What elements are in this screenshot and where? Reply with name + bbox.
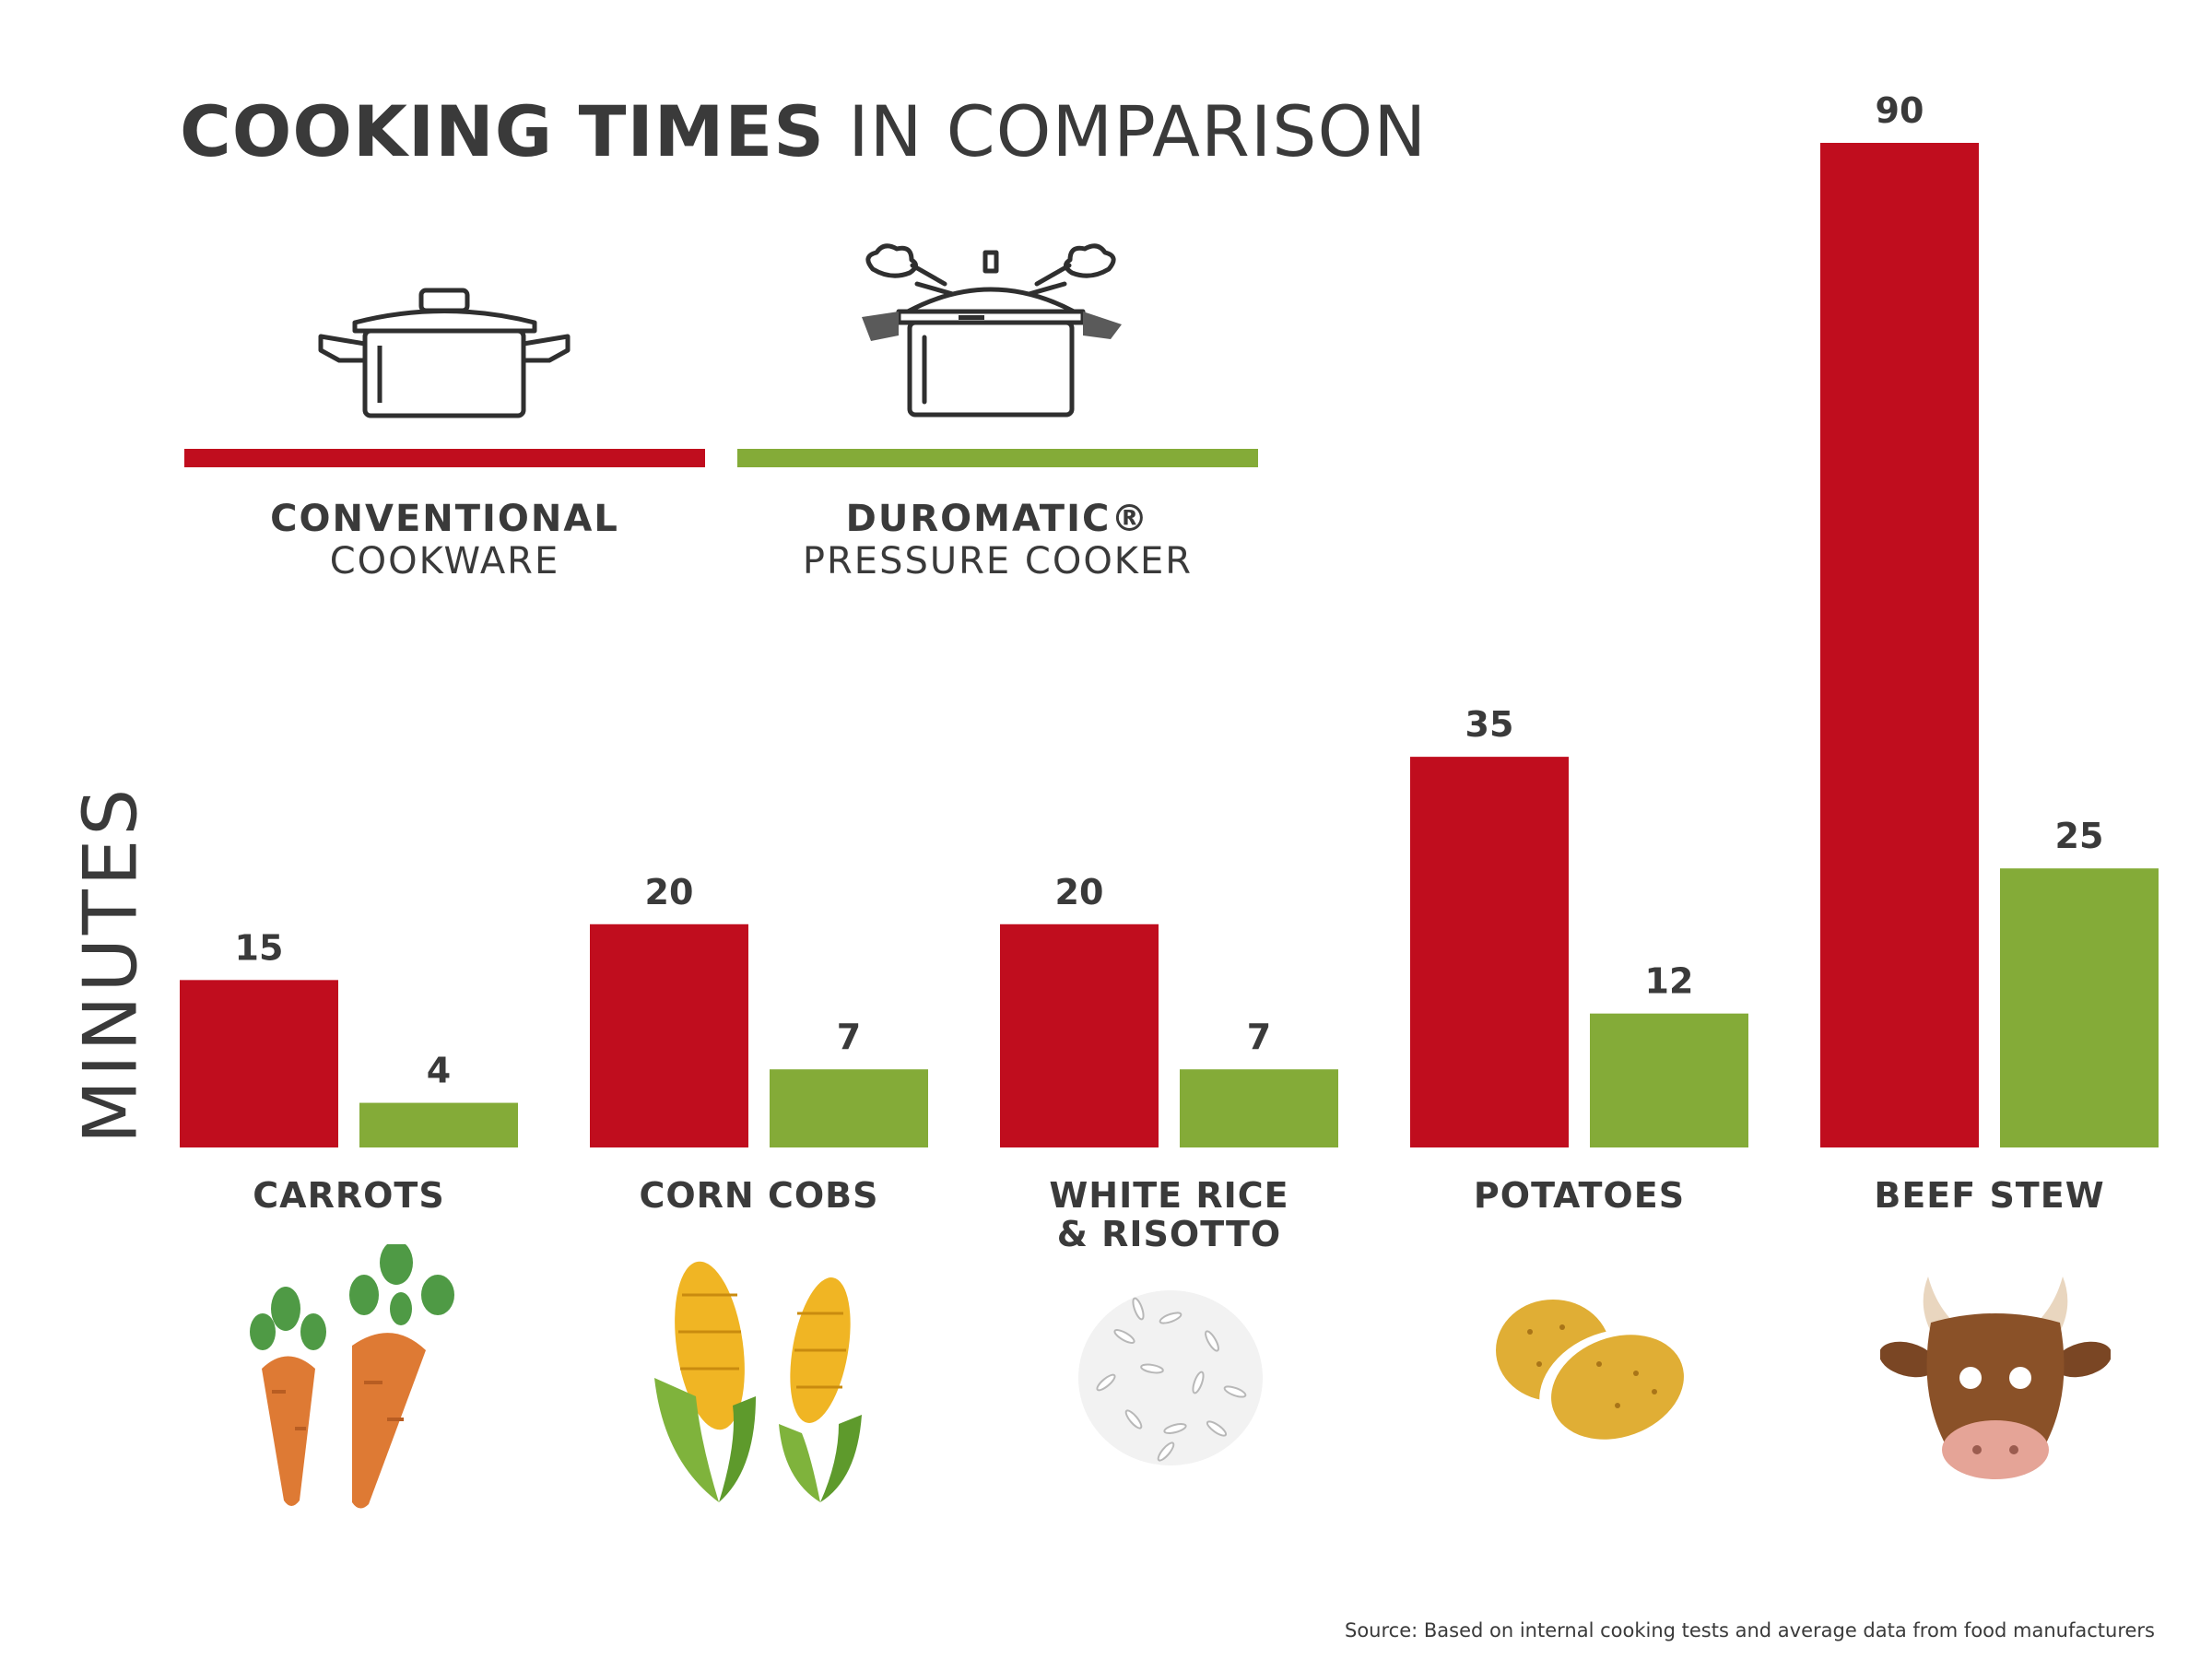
bar-duromatic-3 bbox=[1590, 1013, 1748, 1147]
data-label-conventional-1: 20 bbox=[645, 872, 694, 912]
category-label-3: POTATOES bbox=[1474, 1175, 1685, 1216]
source-note: Source: Based on internal cooking tests … bbox=[1344, 1619, 2155, 1641]
data-label-conventional-2: 20 bbox=[1055, 872, 1104, 912]
bar-duromatic-4 bbox=[2000, 868, 2159, 1147]
bar-duromatic-0 bbox=[359, 1102, 518, 1147]
category-label-2-line-1: & RISOTTO bbox=[1057, 1214, 1281, 1254]
category-label-0: CARROTS bbox=[253, 1175, 444, 1216]
cow-icon bbox=[1880, 1277, 2111, 1479]
data-label-conventional-4: 90 bbox=[1876, 90, 1924, 131]
data-label-duromatic-4: 25 bbox=[2055, 816, 2104, 856]
bar-conventional-0 bbox=[180, 980, 338, 1147]
bar-conventional-4 bbox=[1820, 143, 1979, 1147]
bar-conventional-3 bbox=[1410, 757, 1569, 1147]
legend-label-duromatic: DUROMATIC® PRESSURE COOKER bbox=[737, 498, 1258, 582]
chart-title: COOKING TIMES IN COMPARISON bbox=[180, 90, 1427, 172]
bar-duromatic-2 bbox=[1180, 1069, 1338, 1147]
legend-duromatic-bold: DUROMATIC® bbox=[845, 498, 1150, 540]
legend-conventional-normal: COOKWARE bbox=[329, 540, 560, 582]
bar-conventional-2 bbox=[1000, 924, 1159, 1147]
category-label-4: BEEF STEW bbox=[1874, 1175, 2104, 1216]
bar-duromatic-1 bbox=[770, 1069, 928, 1147]
legend-swatch-conventional bbox=[184, 449, 705, 467]
category-label-1: CORN COBS bbox=[639, 1175, 878, 1216]
data-label-duromatic-2: 7 bbox=[1247, 1017, 1271, 1057]
corn-icon bbox=[654, 1261, 862, 1502]
legend-conventional-bold: CONVENTIONAL bbox=[270, 498, 619, 540]
pot-icon bbox=[318, 288, 571, 418]
data-label-conventional-0: 15 bbox=[235, 927, 284, 968]
data-label-duromatic-0: 4 bbox=[427, 1051, 451, 1091]
legend-duromatic-normal: PRESSURE COOKER bbox=[802, 540, 1194, 582]
potato-icon bbox=[1496, 1300, 1687, 1445]
category-label-2-line-0: WHITE RICE bbox=[1049, 1175, 1288, 1216]
pressure-cooker-icon bbox=[862, 243, 1122, 418]
legend-label-conventional: CONVENTIONAL COOKWARE bbox=[184, 498, 705, 582]
bar-conventional-1 bbox=[590, 924, 748, 1147]
title-bold: COOKING TIMES bbox=[180, 90, 826, 172]
carrot-icon bbox=[250, 1244, 454, 1509]
title-light: IN COMPARISON bbox=[848, 90, 1428, 172]
rice-icon bbox=[1078, 1290, 1263, 1465]
legend-swatch-duromatic bbox=[737, 449, 1258, 467]
data-label-duromatic-3: 12 bbox=[1645, 961, 1694, 1002]
data-label-conventional-3: 35 bbox=[1465, 704, 1514, 745]
data-label-duromatic-1: 7 bbox=[837, 1017, 861, 1057]
